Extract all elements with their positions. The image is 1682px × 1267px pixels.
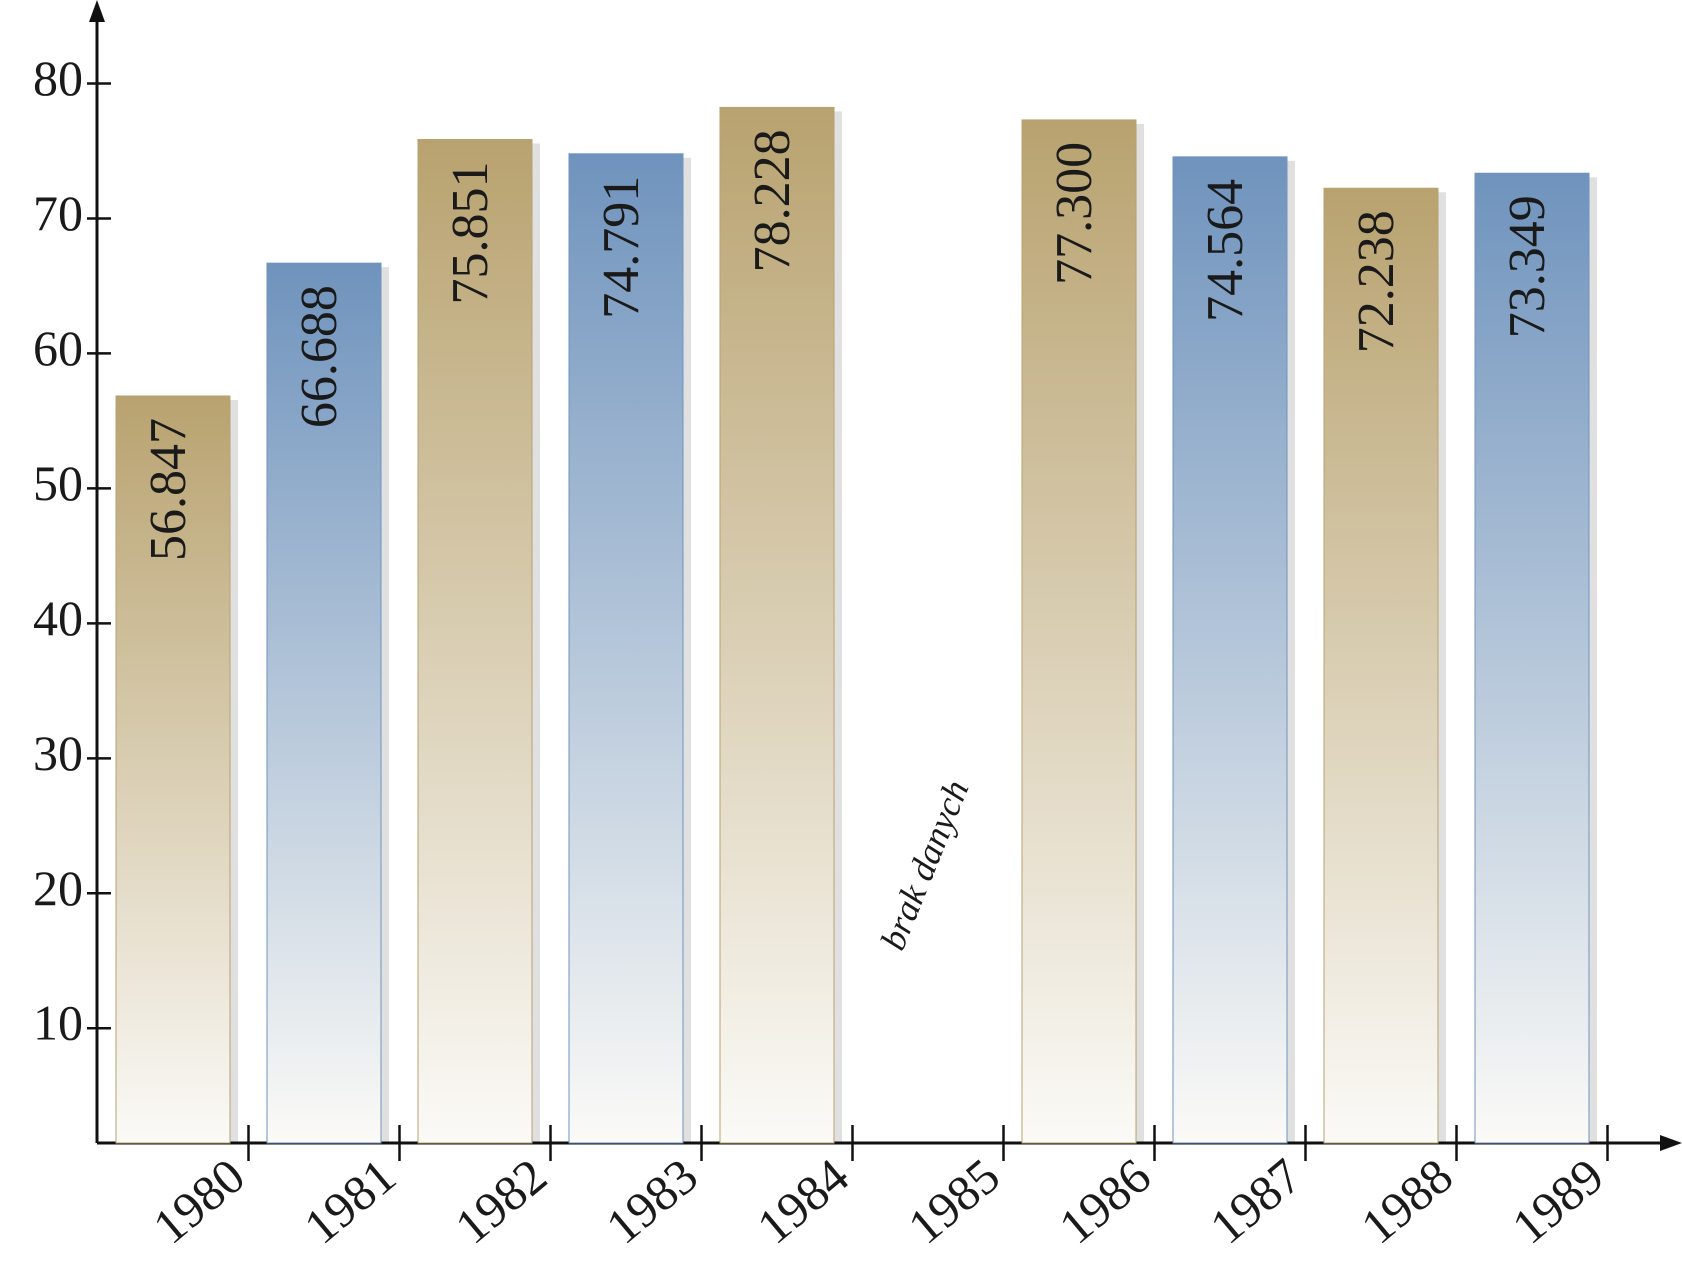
y-tick-label: 80 <box>33 50 83 106</box>
x-tick-label: 1984 <box>746 1147 859 1254</box>
x-axis-arrow <box>1660 1135 1682 1151</box>
x-tick-label: 1980 <box>142 1147 255 1254</box>
bar <box>1021 119 1137 1144</box>
x-tick-label: 1985 <box>897 1147 1010 1254</box>
bar <box>417 138 533 1144</box>
value-label: 73.349 <box>1499 195 1556 338</box>
y-tick-label: 70 <box>33 185 83 241</box>
value-label: 72.238 <box>1348 210 1405 353</box>
bar <box>266 262 382 1144</box>
y-tick-label: 60 <box>33 320 83 376</box>
value-label: 74.791 <box>593 176 650 319</box>
x-tick-label: 1983 <box>595 1147 708 1254</box>
x-tick-label: 1982 <box>444 1147 557 1254</box>
x-tick-label: 1986 <box>1048 1147 1161 1254</box>
value-label: 77.300 <box>1046 142 1103 285</box>
x-tick-label: 1981 <box>293 1147 406 1254</box>
value-label: 74.564 <box>1197 179 1254 322</box>
annotation: brak danych <box>872 774 976 955</box>
value-label: 78.228 <box>744 129 801 272</box>
y-tick-label: 30 <box>33 725 83 781</box>
value-label: 66.688 <box>291 285 348 428</box>
bar <box>568 153 684 1144</box>
bar <box>1323 187 1439 1144</box>
value-label: 75.851 <box>442 161 499 304</box>
y-axis-arrow <box>89 0 105 22</box>
x-tick-label: 1988 <box>1350 1147 1463 1254</box>
y-tick-label: 40 <box>33 590 83 646</box>
bar <box>115 395 231 1144</box>
bar <box>1474 172 1590 1144</box>
x-tick-label: 1987 <box>1199 1147 1312 1254</box>
y-tick-label: 20 <box>33 860 83 916</box>
x-tick-label: 1989 <box>1501 1147 1614 1254</box>
y-tick-label: 50 <box>33 455 83 511</box>
y-tick-label: 10 <box>33 995 83 1051</box>
bar <box>1172 156 1288 1144</box>
bar <box>719 106 835 1144</box>
value-label: 56.847 <box>140 418 197 561</box>
